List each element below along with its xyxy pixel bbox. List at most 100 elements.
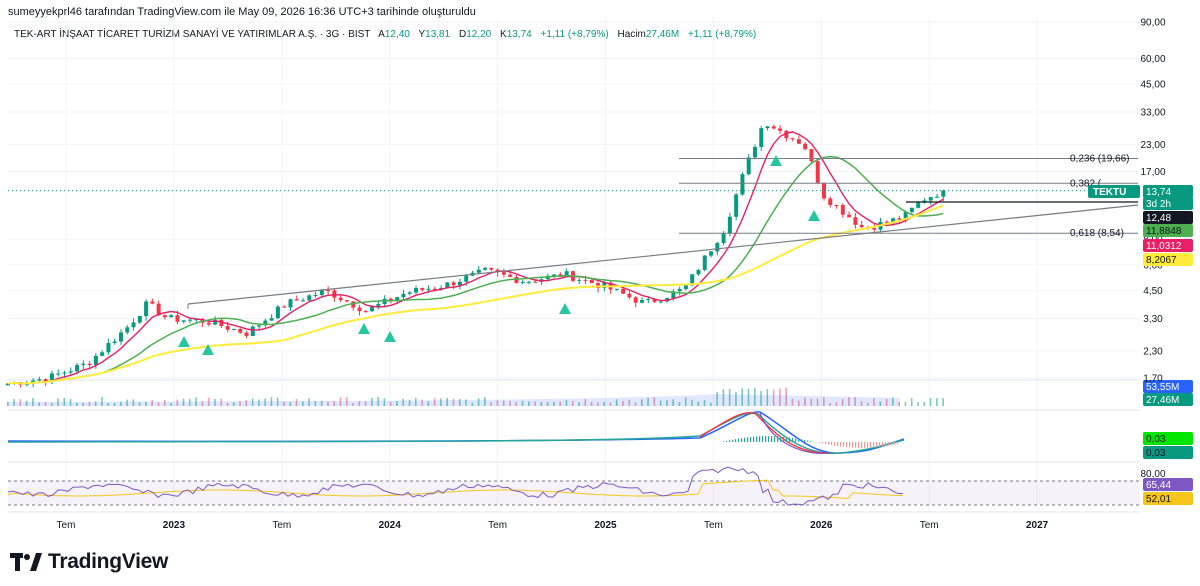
volume-bar — [615, 399, 618, 406]
macd-histogram-bar — [840, 442, 842, 447]
close-value: 13,74 — [506, 29, 532, 40]
volume-bar — [195, 397, 197, 406]
candle-body — [112, 341, 117, 344]
candle-body — [765, 126, 770, 129]
macd-histogram-bar — [759, 436, 761, 442]
price-tick-label: 2,30 — [1143, 346, 1163, 357]
candle-body — [219, 319, 224, 327]
volume-bar — [113, 402, 116, 406]
macd-histogram-bar — [729, 440, 731, 442]
change-value: +1,11 (+8,79%) — [540, 29, 609, 40]
high-key: Y — [418, 29, 426, 40]
volume-bar — [314, 400, 317, 406]
volume-bar — [866, 402, 869, 406]
volume-bar — [885, 399, 888, 406]
volume-bar — [214, 399, 216, 406]
candle-body — [294, 299, 299, 301]
buy-signal-icon — [559, 303, 571, 314]
rsi-line — [7, 466, 904, 506]
candle-body — [828, 198, 833, 205]
volume-bar — [892, 397, 894, 406]
candle-body — [771, 126, 776, 129]
main-pane[interactable]: 0,236 (19,66) 0,382 (0,618 (8,54) — [6, 124, 1139, 388]
volume-bar — [691, 399, 693, 406]
candle-body — [552, 274, 557, 276]
macd-histogram-bar — [858, 442, 860, 448]
macd-histogram-bar — [735, 439, 737, 442]
volume-bar — [433, 398, 436, 406]
macd-histogram-bar — [834, 442, 836, 446]
time-axis[interactable]: Tem 2023 Tem 2024 Tem 2025 Tem 2026 Tem 2027 — [57, 520, 1049, 531]
macd-pane[interactable]: 0,03 0,03 — [7, 411, 1193, 459]
macd-histogram-bar — [897, 442, 899, 445]
candle-body — [75, 365, 80, 372]
volume-bar — [176, 399, 179, 406]
ma-short-price-label: 11,0312 — [1146, 241, 1182, 252]
ma-long-price-label-bg — [1143, 253, 1193, 266]
candle-body — [426, 288, 431, 290]
volume-bar — [333, 401, 336, 406]
candle-body — [727, 216, 732, 234]
candle-body — [162, 315, 167, 318]
candle-body — [326, 290, 331, 292]
candle-body — [527, 281, 532, 283]
volume-bar — [684, 397, 687, 406]
volume-bar — [728, 389, 731, 406]
macd-histogram-bar — [747, 437, 749, 442]
time-tick-label: Tem — [57, 520, 76, 531]
volume-bar — [38, 402, 40, 406]
candle-body — [62, 372, 67, 374]
volume-bar — [553, 401, 555, 406]
macd-histogram-bar — [852, 442, 854, 448]
volume-bar — [145, 401, 147, 406]
candle-body — [257, 325, 262, 327]
ma-mid-price-label-bg — [1143, 224, 1193, 237]
price-axis[interactable]: 90,0060,0045,0033,0023,0017,008,006,004,… — [1088, 18, 1193, 385]
symbol-legend[interactable]: TEK-ART İNŞAAT TİCARET TURİZM SANAYİ VE … — [14, 29, 762, 40]
volume-bar — [57, 398, 59, 406]
volume-bar — [226, 402, 229, 406]
macd-histogram-bar — [873, 442, 875, 448]
candle-body — [244, 332, 249, 337]
volume-bar — [402, 398, 405, 406]
volume-bar — [942, 398, 944, 406]
volume-bar — [452, 398, 455, 406]
candle-body — [37, 379, 42, 381]
volume-bar — [339, 397, 342, 406]
macd-histogram-bar — [807, 440, 809, 442]
macd-histogram-bar — [777, 436, 779, 442]
volume-bar — [207, 397, 210, 406]
volume-bar — [283, 401, 285, 406]
last-price-label: 13,74 — [1146, 187, 1171, 198]
time-tick-label: 2027 — [1026, 520, 1049, 531]
symbol-tag-bg — [1088, 185, 1140, 198]
volume-bar — [76, 402, 78, 406]
volume-key: Hacim — [617, 29, 646, 40]
tradingview-logo-icon — [10, 553, 42, 571]
volume-pane[interactable]: 53,55M 27,46M — [7, 380, 1193, 406]
price-tick-label: 1,70 — [1143, 374, 1163, 385]
macd-histogram-bar — [768, 436, 770, 442]
candle-body — [150, 301, 155, 304]
candle-body — [709, 251, 714, 256]
macd-histogram-bar — [867, 442, 869, 448]
volume-bar — [490, 402, 492, 406]
price-tick-label: 45,00 — [1140, 80, 1165, 91]
candle-body — [834, 204, 839, 206]
candle-body — [6, 383, 10, 386]
price-tick-label: 33,00 — [1140, 107, 1165, 118]
macd-histogram-bar — [795, 438, 797, 442]
candle-body — [627, 293, 632, 298]
tradingview-logo[interactable]: TradingView — [10, 549, 168, 575]
candle-body — [721, 233, 726, 244]
rsi-signal-line — [7, 479, 904, 500]
volume-bar — [923, 402, 926, 406]
buy-signal-icon — [358, 323, 370, 334]
macd-histogram-bar — [744, 437, 746, 442]
volume-bar — [791, 398, 794, 406]
volume-label-bg — [1143, 393, 1193, 406]
candle-body — [231, 329, 236, 331]
candle-body — [483, 267, 488, 270]
